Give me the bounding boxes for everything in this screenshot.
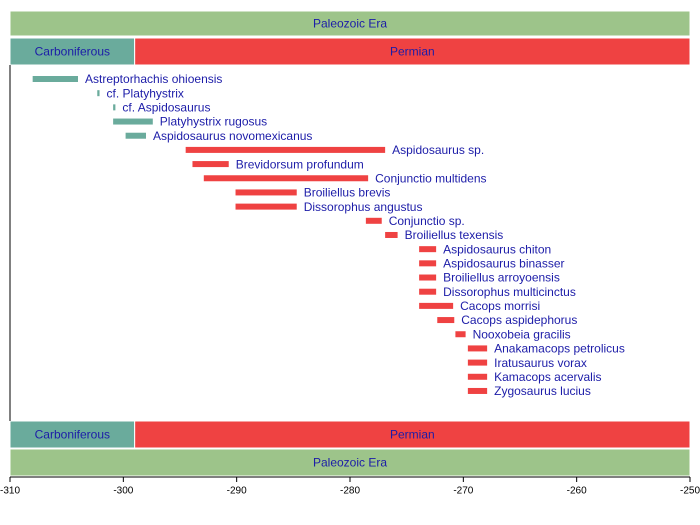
range-bar [467, 387, 488, 394]
taxon-label: Nooxobeia gracilis [473, 327, 571, 341]
range-bar [437, 317, 455, 324]
era-band-label: Paleozoic Era [313, 17, 387, 31]
range-bar [113, 104, 116, 111]
era-band [9, 10, 691, 37]
period-band [9, 37, 136, 66]
taxon-label: Conjunctio sp. [389, 214, 465, 228]
taxon-label: Cacops aspidephorus [461, 313, 577, 327]
period-band-label: Carboniferous [35, 428, 110, 442]
taxon-label: Cacops morrisi [460, 299, 540, 313]
taxon-label: Kamacops acervalis [494, 370, 601, 384]
era-band-label: Paleozoic Era [313, 456, 387, 470]
period-band-label: Permian [390, 428, 435, 442]
taxon-label: Iratusaurus vorax [494, 356, 587, 370]
range-bar [365, 217, 382, 224]
taxon-label: Aspidosaurus binasser [443, 257, 564, 271]
taxon-label: Broiliellus texensis [405, 228, 504, 242]
taxon-label: cf. Platyhystrix [107, 86, 184, 100]
range-bar [32, 76, 78, 82]
taxon-label: Broiliellus brevis [304, 186, 391, 200]
period-band [134, 420, 691, 449]
taxon-label: Brevidorsum profundum [236, 157, 364, 171]
x-tick-label: -280 [340, 486, 360, 497]
period-band [134, 37, 691, 66]
taxon-label: Aspidosaurus sp. [392, 143, 484, 157]
x-tick-label: -290 [227, 486, 247, 497]
range-bar [125, 132, 146, 139]
taxon-label: Aspidosaurus novomexicanus [153, 129, 312, 143]
taxon-label: Aspidosaurus chiton [443, 242, 551, 256]
period-band-label: Permian [390, 45, 435, 59]
x-tick-label: -250 [680, 486, 700, 497]
range-bar [419, 260, 437, 267]
range-bar [419, 302, 454, 309]
range-bar [419, 274, 437, 281]
range-bar [467, 373, 488, 380]
x-tick-label: -260 [567, 486, 587, 497]
x-tick-label: -270 [453, 486, 473, 497]
x-tick-label: -300 [113, 486, 133, 497]
range-bar [235, 189, 297, 196]
range-bar [203, 175, 369, 182]
taxon-label: Anakamacops petrolicus [494, 342, 625, 356]
period-band-label: Carboniferous [35, 45, 110, 59]
range-bar [455, 331, 466, 338]
taxon-label: Dissorophus multicinctus [443, 285, 576, 299]
taxon-label: Dissorophus angustus [304, 200, 423, 214]
taxon-label: Zygosaurus lucius [494, 384, 591, 398]
range-bar [419, 246, 437, 253]
x-tick-label: -310 [0, 486, 20, 497]
range-bar [467, 359, 488, 366]
taxon-label: Conjunctio multidens [375, 171, 486, 185]
range-bar [192, 161, 229, 168]
range-bar [97, 90, 100, 97]
era-band [9, 448, 691, 477]
taxon-label: Broiliellus arroyoensis [443, 271, 560, 285]
range-bar [235, 203, 297, 210]
taxon-label: Platyhystrix rugosus [160, 115, 267, 129]
taxon-label: cf. Aspidosaurus [122, 101, 210, 115]
range-bar [467, 345, 488, 352]
range-bar [419, 288, 437, 295]
range-bar [385, 231, 398, 238]
range-bar [185, 146, 386, 153]
range-bar [113, 118, 153, 125]
taxon-label: Astreptorhachis ohioensis [85, 72, 222, 86]
